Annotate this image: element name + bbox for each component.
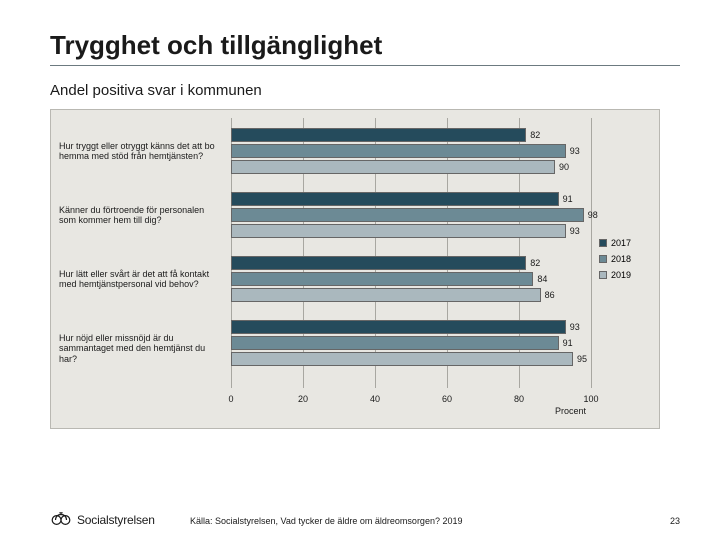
bar (231, 352, 573, 366)
crown-icon (50, 512, 72, 528)
legend-swatch (599, 255, 607, 263)
source-text: Källa: Socialstyrelsen, Vad tycker de äl… (190, 516, 462, 526)
bar (231, 208, 584, 222)
x-tick: 20 (298, 394, 308, 404)
x-tick: 0 (228, 394, 233, 404)
brand-logo: Socialstyrelsen (50, 512, 155, 528)
page-title: Trygghet och tillgänglighet (50, 30, 680, 61)
bar-value: 91 (563, 338, 573, 348)
bar-value: 82 (530, 258, 540, 268)
category-label: Hur lätt eller svårt är det att få konta… (59, 269, 223, 290)
bar-value: 93 (570, 226, 580, 236)
bar (231, 320, 566, 334)
bar (231, 160, 555, 174)
bar-value: 95 (577, 354, 587, 364)
legend-label: 2018 (611, 254, 631, 264)
legend-item: 2017 (599, 238, 647, 248)
bar (231, 128, 526, 142)
bar-value: 86 (545, 290, 555, 300)
bar-value: 84 (537, 274, 547, 284)
gridline (591, 118, 592, 388)
category-label: Känner du förtroende för personalen som … (59, 205, 223, 226)
legend-swatch (599, 271, 607, 279)
legend-label: 2017 (611, 238, 631, 248)
plot-column: 020406080100Procent829390919893828486939… (231, 118, 645, 388)
bar (231, 272, 533, 286)
bar (231, 256, 526, 270)
plot-area: 020406080100Procent829390919893828486939… (231, 118, 591, 388)
bar-value: 93 (570, 146, 580, 156)
bar-value: 90 (559, 162, 569, 172)
category-label: Hur nöjd eller missnöjd är du sammantage… (59, 333, 223, 364)
title-rule (50, 65, 680, 66)
bar (231, 144, 566, 158)
bar (231, 336, 559, 350)
bar (231, 224, 566, 238)
legend-swatch (599, 239, 607, 247)
legend-item: 2019 (599, 270, 647, 280)
x-tick: 80 (514, 394, 524, 404)
x-tick: 100 (583, 394, 598, 404)
category-label: Hur tryggt eller otryggt känns det att b… (59, 141, 223, 162)
bar-value: 82 (530, 130, 540, 140)
x-tick: 60 (442, 394, 452, 404)
legend-label: 2019 (611, 270, 631, 280)
bar-value: 93 (570, 322, 580, 332)
category-labels-col: Hur tryggt eller otryggt känns det att b… (51, 110, 231, 428)
legend: 2017 2018 2019 (599, 238, 647, 286)
footer: Socialstyrelsen Källa: Socialstyrelsen, … (50, 496, 680, 526)
page-number: 23 (670, 516, 680, 526)
bar (231, 288, 541, 302)
legend-item: 2018 (599, 254, 647, 264)
chart-panel: Hur tryggt eller otryggt känns det att b… (50, 109, 660, 429)
brand-name: Socialstyrelsen (77, 513, 155, 527)
x-axis-title: Procent (555, 406, 586, 416)
x-tick: 40 (370, 394, 380, 404)
bar-value: 91 (563, 194, 573, 204)
bar (231, 192, 559, 206)
bar-value: 98 (588, 210, 598, 220)
subtitle: Andel positiva svar i kommunen (50, 82, 680, 99)
